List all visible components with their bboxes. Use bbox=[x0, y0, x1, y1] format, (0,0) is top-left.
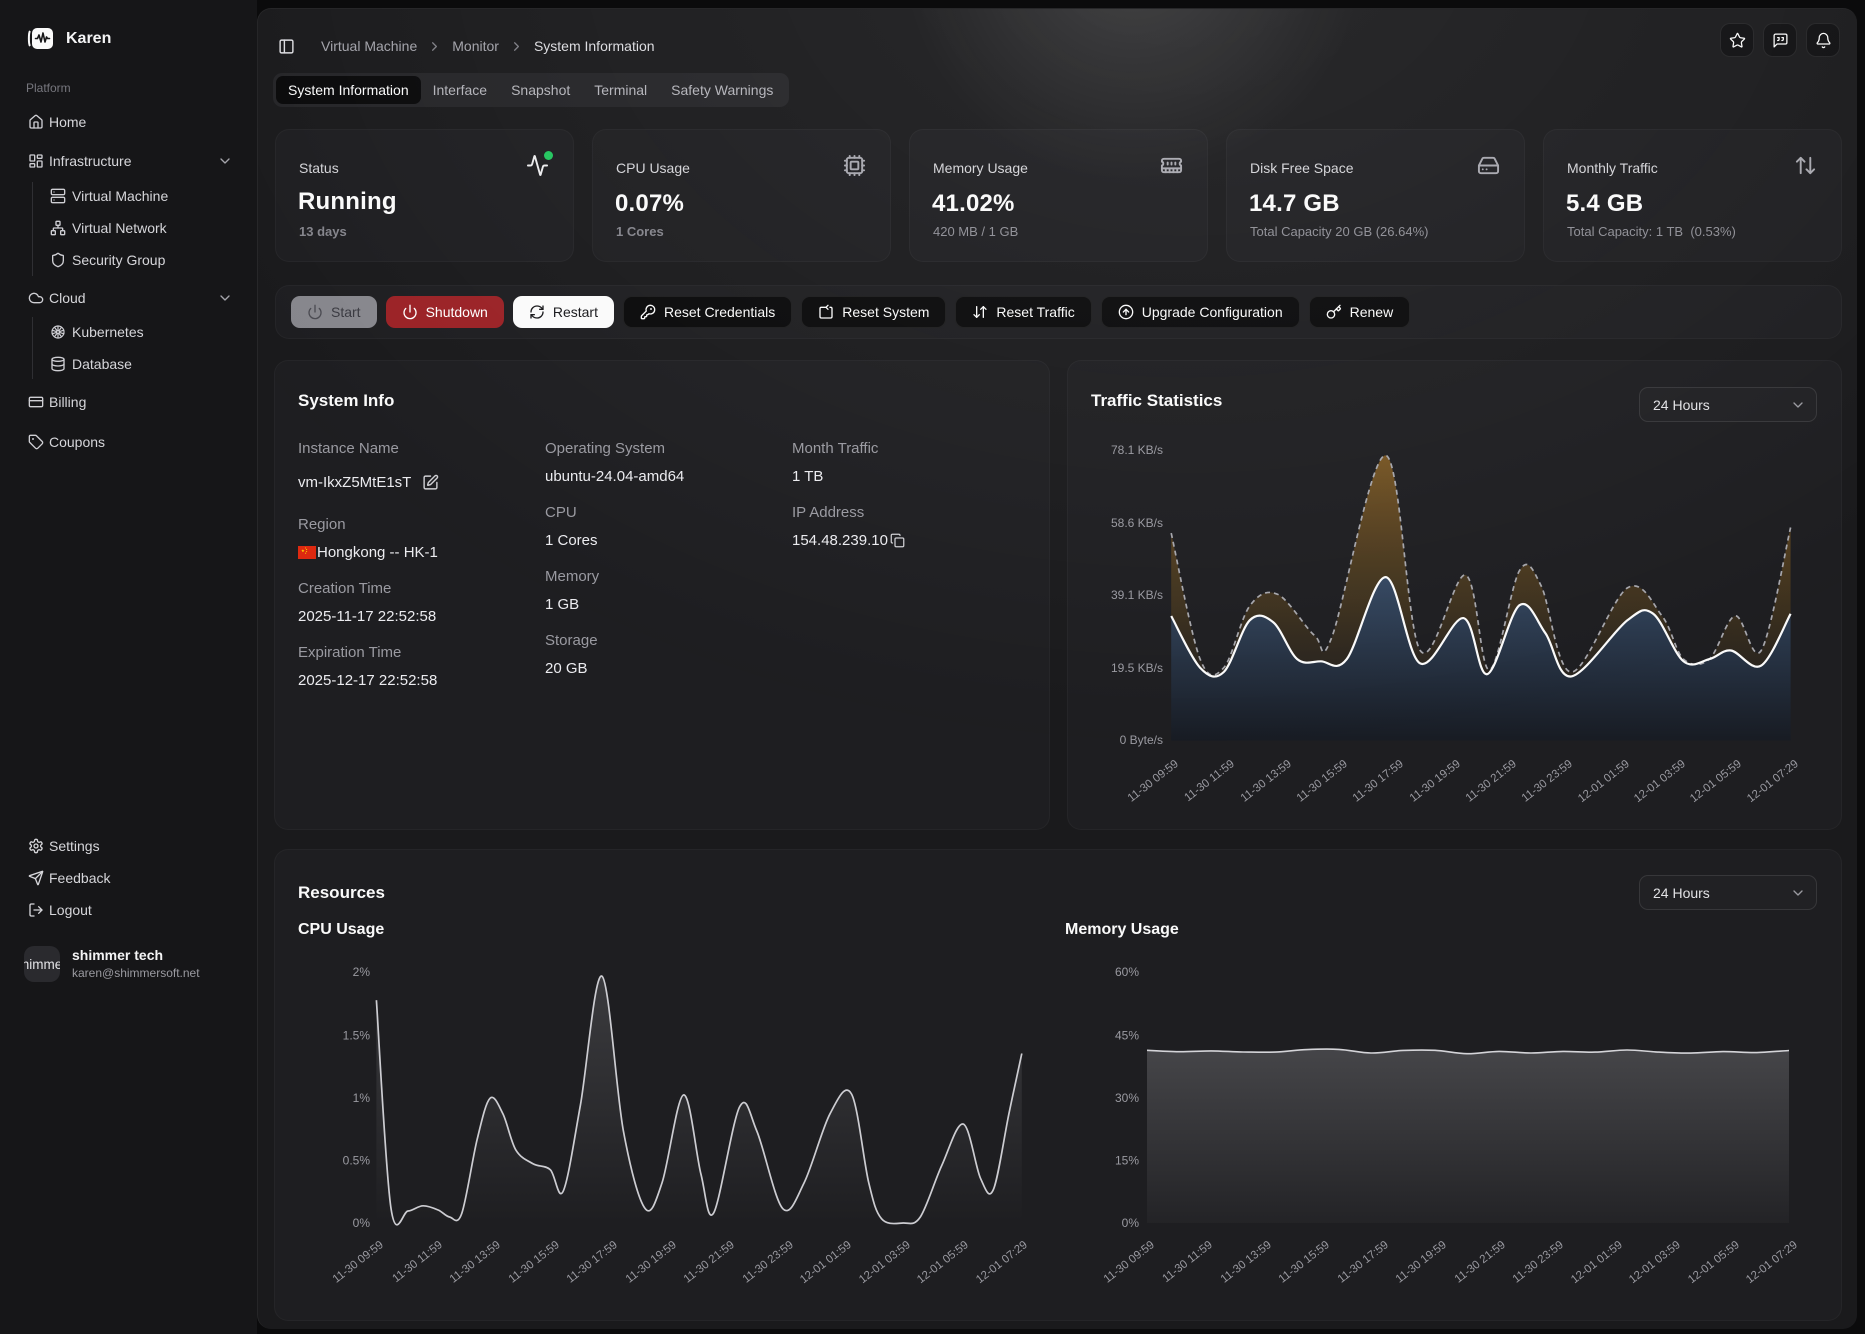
svg-text:11-30 19:59: 11-30 19:59 bbox=[1394, 1239, 1449, 1286]
svg-text:0%: 0% bbox=[1122, 1216, 1140, 1230]
svg-text:58.6 KB/s: 58.6 KB/s bbox=[1111, 516, 1163, 530]
svg-text:12-01 07:29: 12-01 07:29 bbox=[974, 1239, 1030, 1286]
svg-text:11-30 11:59: 11-30 11:59 bbox=[390, 1239, 444, 1285]
svg-text:1.5%: 1.5% bbox=[343, 1029, 371, 1043]
svg-text:12-01 07:29: 12-01 07:29 bbox=[1744, 1239, 1800, 1286]
svg-text:11-30 23:59: 11-30 23:59 bbox=[1520, 758, 1575, 805]
svg-text:11-30 23:59: 11-30 23:59 bbox=[1511, 1239, 1566, 1286]
svg-text:11-30 15:59: 11-30 15:59 bbox=[1277, 1239, 1332, 1286]
svg-text:11-30 11:59: 11-30 11:59 bbox=[1160, 1239, 1214, 1285]
svg-text:11-30 15:59: 11-30 15:59 bbox=[507, 1239, 562, 1286]
svg-text:11-30 13:59: 11-30 13:59 bbox=[1219, 1239, 1274, 1286]
svg-text:11-30 23:59: 11-30 23:59 bbox=[741, 1239, 796, 1286]
svg-text:30%: 30% bbox=[1115, 1091, 1139, 1105]
svg-text:12-01 01:59: 12-01 01:59 bbox=[1569, 1239, 1625, 1286]
svg-text:0%: 0% bbox=[353, 1216, 371, 1230]
svg-text:45%: 45% bbox=[1115, 1029, 1139, 1043]
svg-text:12-01 03:59: 12-01 03:59 bbox=[857, 1239, 913, 1286]
svg-text:39.1 KB/s: 39.1 KB/s bbox=[1111, 588, 1163, 602]
svg-text:11-30 11:59: 11-30 11:59 bbox=[1182, 758, 1236, 804]
svg-text:11-30 09:59: 11-30 09:59 bbox=[1102, 1239, 1157, 1286]
svg-text:12-01 01:59: 12-01 01:59 bbox=[1576, 758, 1632, 805]
svg-text:11-30 15:59: 11-30 15:59 bbox=[1295, 758, 1350, 805]
svg-text:1%: 1% bbox=[353, 1091, 371, 1105]
svg-text:12-01 03:59: 12-01 03:59 bbox=[1632, 758, 1688, 805]
svg-text:11-30 17:59: 11-30 17:59 bbox=[1336, 1239, 1391, 1286]
svg-text:11-30 13:59: 11-30 13:59 bbox=[1239, 758, 1294, 805]
svg-text:0 Byte/s: 0 Byte/s bbox=[1120, 733, 1163, 747]
svg-text:11-30 21:59: 11-30 21:59 bbox=[682, 1239, 737, 1286]
svg-text:11-30 09:59: 11-30 09:59 bbox=[1126, 758, 1181, 805]
svg-text:12-01 05:59: 12-01 05:59 bbox=[1686, 1239, 1742, 1286]
svg-text:60%: 60% bbox=[1115, 965, 1139, 979]
svg-text:12-01 05:59: 12-01 05:59 bbox=[915, 1239, 971, 1286]
svg-text:11-30 17:59: 11-30 17:59 bbox=[565, 1239, 620, 1286]
svg-text:11-30 19:59: 11-30 19:59 bbox=[624, 1239, 679, 1286]
svg-text:19.5 KB/s: 19.5 KB/s bbox=[1111, 661, 1163, 675]
svg-text:11-30 09:59: 11-30 09:59 bbox=[331, 1239, 386, 1286]
svg-text:0.5%: 0.5% bbox=[343, 1154, 371, 1168]
svg-text:12-01 03:59: 12-01 03:59 bbox=[1627, 1239, 1683, 1286]
svg-text:11-30 21:59: 11-30 21:59 bbox=[1453, 1239, 1508, 1286]
svg-text:11-30 17:59: 11-30 17:59 bbox=[1351, 758, 1406, 805]
svg-text:12-01 05:59: 12-01 05:59 bbox=[1688, 758, 1744, 805]
svg-text:12-01 07:29: 12-01 07:29 bbox=[1745, 758, 1801, 805]
svg-text:11-30 21:59: 11-30 21:59 bbox=[1464, 758, 1519, 805]
svg-text:2%: 2% bbox=[353, 965, 371, 979]
svg-text:78.1 KB/s: 78.1 KB/s bbox=[1111, 443, 1163, 457]
svg-text:15%: 15% bbox=[1115, 1154, 1139, 1168]
svg-text:11-30 19:59: 11-30 19:59 bbox=[1408, 758, 1463, 805]
svg-text:12-01 01:59: 12-01 01:59 bbox=[798, 1239, 854, 1286]
svg-text:11-30 13:59: 11-30 13:59 bbox=[448, 1239, 503, 1286]
